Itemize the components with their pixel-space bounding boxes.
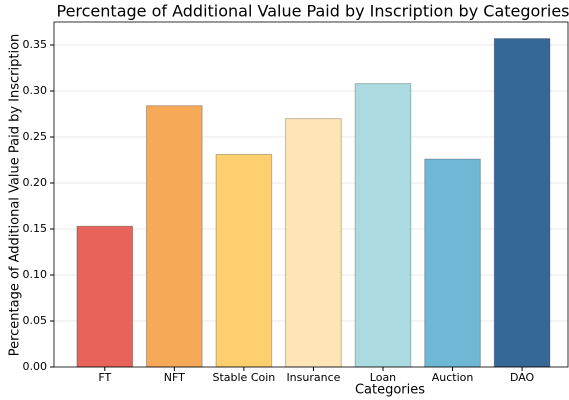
x-tick-label: Auction <box>432 371 474 384</box>
chart-title: Percentage of Additional Value Paid by I… <box>56 2 569 21</box>
bar <box>285 118 342 368</box>
bar <box>215 153 273 368</box>
bar <box>146 105 203 368</box>
y-tick-label: 0.15 <box>23 222 48 235</box>
x-tick-label: Stable Coin <box>212 371 275 384</box>
y-tick-label: 0.25 <box>23 130 48 143</box>
y-axis-label: Percentage of Additional Value Paid by I… <box>8 34 23 357</box>
x-tick-label: Loan <box>370 371 396 384</box>
x-tick-label: NFT <box>164 371 185 384</box>
y-tick-label: 0.35 <box>23 38 48 51</box>
x-axis-label: Categories <box>355 383 425 398</box>
y-tick-label: 0.00 <box>23 360 48 373</box>
y-tick-label: 0.10 <box>23 268 48 281</box>
bar <box>354 83 412 368</box>
bar <box>424 158 481 368</box>
x-tick-label: FT <box>98 371 111 384</box>
y-tick-label: 0.05 <box>23 314 48 327</box>
bar <box>493 38 551 368</box>
x-tick-label: DAO <box>510 371 535 384</box>
plot-frame <box>53 21 569 368</box>
y-tick-label: 0.30 <box>23 84 48 97</box>
y-tick-label: 0.20 <box>23 176 48 189</box>
bar <box>76 225 134 368</box>
x-tick-label: Insurance <box>286 371 340 384</box>
